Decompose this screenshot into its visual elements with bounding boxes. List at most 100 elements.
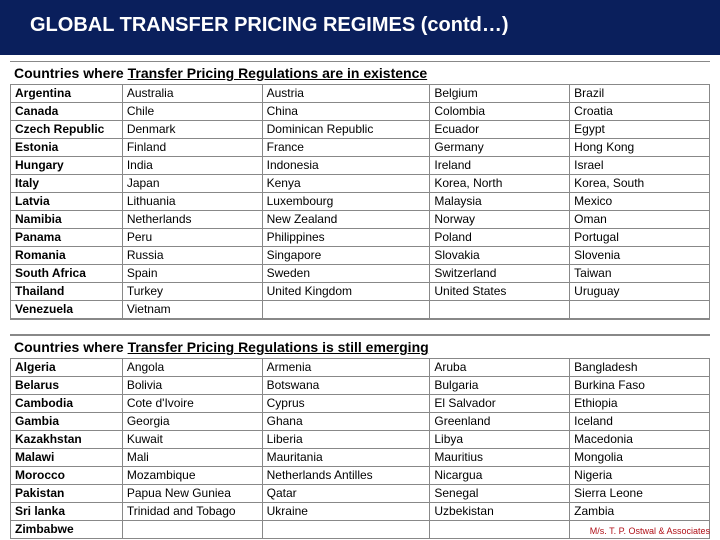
table-row: VenezuelaVietnam bbox=[11, 301, 710, 319]
section2-cell: Cote d'Ivoire bbox=[122, 395, 262, 413]
table-row: MoroccoMozambiqueNetherlands AntillesNic… bbox=[11, 467, 710, 485]
table-row: ThailandTurkeyUnited KingdomUnited State… bbox=[11, 283, 710, 301]
section1-cell: India bbox=[122, 157, 262, 175]
section2-cell: Iceland bbox=[570, 413, 710, 431]
section2-cell: Belarus bbox=[11, 377, 123, 395]
section1-cell: Namibia bbox=[11, 211, 123, 229]
section2-cell: Trinidad and Tobago bbox=[122, 503, 262, 521]
section1-cell: Oman bbox=[570, 211, 710, 229]
section1-cell: Indonesia bbox=[262, 157, 430, 175]
section2-cell: El Salvador bbox=[430, 395, 570, 413]
section2-cell: Angola bbox=[122, 359, 262, 377]
section2-cell: Bulgaria bbox=[430, 377, 570, 395]
section2-cell bbox=[122, 521, 262, 539]
section1-cell: Finland bbox=[122, 139, 262, 157]
section1-cell: Vietnam bbox=[122, 301, 262, 319]
table-row: GambiaGeorgiaGhanaGreenlandIceland bbox=[11, 413, 710, 431]
section1-cell: Singapore bbox=[262, 247, 430, 265]
section1-cell: United Kingdom bbox=[262, 283, 430, 301]
section2-cell: Papua New Guniea bbox=[122, 485, 262, 503]
section1-cell: Turkey bbox=[122, 283, 262, 301]
section2-cell: Bangladesh bbox=[570, 359, 710, 377]
section1-cell: Venezuela bbox=[11, 301, 123, 319]
section1-cell: Sweden bbox=[262, 265, 430, 283]
section2-cell: Mauritania bbox=[262, 449, 430, 467]
page-title: GLOBAL TRANSFER PRICING REGIMES (contd…) bbox=[0, 0, 720, 55]
section1-prefix: Countries where bbox=[14, 65, 128, 81]
section2-cell: Qatar bbox=[262, 485, 430, 503]
section1-cell: Hungary bbox=[11, 157, 123, 175]
section2-cell: Burkina Faso bbox=[570, 377, 710, 395]
table-row: EstoniaFinlandFranceGermanyHong Kong bbox=[11, 139, 710, 157]
section2-cell: Mauritius bbox=[430, 449, 570, 467]
section2-table: AlgeriaAngolaArmeniaArubaBangladeshBelar… bbox=[10, 358, 710, 539]
section2-cell: Zimbabwe bbox=[11, 521, 123, 539]
table-row: CanadaChileChinaColombiaCroatia bbox=[11, 103, 710, 121]
section1-cell: Italy bbox=[11, 175, 123, 193]
section2-cell: Ethiopia bbox=[570, 395, 710, 413]
section2-cell: Bolivia bbox=[122, 377, 262, 395]
section2-cell: Mongolia bbox=[570, 449, 710, 467]
table-row: CambodiaCote d'IvoireCyprusEl SalvadorEt… bbox=[11, 395, 710, 413]
section2-cell: Libya bbox=[430, 431, 570, 449]
section1-cell: Luxembourg bbox=[262, 193, 430, 211]
section1-cell: Uruguay bbox=[570, 283, 710, 301]
section1-cell: Kenya bbox=[262, 175, 430, 193]
section2-label: Transfer Pricing Regulations is still em… bbox=[128, 339, 429, 355]
section1-table: ArgentinaAustraliaAustriaBelgiumBrazilCa… bbox=[10, 84, 710, 319]
section1-cell: Croatia bbox=[570, 103, 710, 121]
section1-cell: Slovakia bbox=[430, 247, 570, 265]
section2-cell: Armenia bbox=[262, 359, 430, 377]
section1-cell: Czech Republic bbox=[11, 121, 123, 139]
section2-cell: Mali bbox=[122, 449, 262, 467]
section2-cell bbox=[430, 521, 570, 539]
table-row: LatviaLithuaniaLuxembourgMalaysiaMexico bbox=[11, 193, 710, 211]
section1-cell: Slovenia bbox=[570, 247, 710, 265]
section1-cell: Belgium bbox=[430, 85, 570, 103]
section1-cell: Hong Kong bbox=[570, 139, 710, 157]
section1-cell: Peru bbox=[122, 229, 262, 247]
section2-cell: Pakistan bbox=[11, 485, 123, 503]
section1-cell: Poland bbox=[430, 229, 570, 247]
section1-cell: Chile bbox=[122, 103, 262, 121]
section1-cell: Colombia bbox=[430, 103, 570, 121]
section1-cell: Germany bbox=[430, 139, 570, 157]
section2-cell: Nicargua bbox=[430, 467, 570, 485]
section1-cell: Russia bbox=[122, 247, 262, 265]
section1-cell: United States bbox=[430, 283, 570, 301]
section1-cell: Panama bbox=[11, 229, 123, 247]
section1-cell: New Zealand bbox=[262, 211, 430, 229]
section1-label: Transfer Pricing Regulations are in exis… bbox=[128, 65, 428, 81]
section2-cell: Aruba bbox=[430, 359, 570, 377]
section1-cell: Ecuador bbox=[430, 121, 570, 139]
section1-header: Countries where Transfer Pricing Regulat… bbox=[10, 61, 710, 84]
section2-cell: Sri lanka bbox=[11, 503, 123, 521]
section1-cell: Brazil bbox=[570, 85, 710, 103]
table-row: NamibiaNetherlandsNew ZealandNorwayOman bbox=[11, 211, 710, 229]
section2-cell: Cyprus bbox=[262, 395, 430, 413]
slide: GLOBAL TRANSFER PRICING REGIMES (contd…)… bbox=[0, 0, 720, 540]
section1-cell: Portugal bbox=[570, 229, 710, 247]
section2-cell: Malawi bbox=[11, 449, 123, 467]
section1-cell: Denmark bbox=[122, 121, 262, 139]
section2-cell: Nigeria bbox=[570, 467, 710, 485]
section1-cell: Israel bbox=[570, 157, 710, 175]
table-row: MalawiMaliMauritaniaMauritiusMongolia bbox=[11, 449, 710, 467]
section1-cell: Spain bbox=[122, 265, 262, 283]
section1-cell: Philippines bbox=[262, 229, 430, 247]
section-spacer bbox=[10, 319, 710, 335]
section2-cell bbox=[262, 521, 430, 539]
table-row: RomaniaRussiaSingaporeSlovakiaSlovenia bbox=[11, 247, 710, 265]
section1-cell: Korea, South bbox=[570, 175, 710, 193]
section2-cell: Ghana bbox=[262, 413, 430, 431]
section2-cell: Sierra Leone bbox=[570, 485, 710, 503]
section2-cell: Morocco bbox=[11, 467, 123, 485]
section2-cell: Uzbekistan bbox=[430, 503, 570, 521]
section1-cell: Netherlands bbox=[122, 211, 262, 229]
section1-cell: Korea, North bbox=[430, 175, 570, 193]
section2-cell: Netherlands Antilles bbox=[262, 467, 430, 485]
section1-cell: China bbox=[262, 103, 430, 121]
section2-cell: Zambia bbox=[570, 503, 710, 521]
section1-cell: Japan bbox=[122, 175, 262, 193]
table-row: PanamaPeruPhilippinesPolandPortugal bbox=[11, 229, 710, 247]
